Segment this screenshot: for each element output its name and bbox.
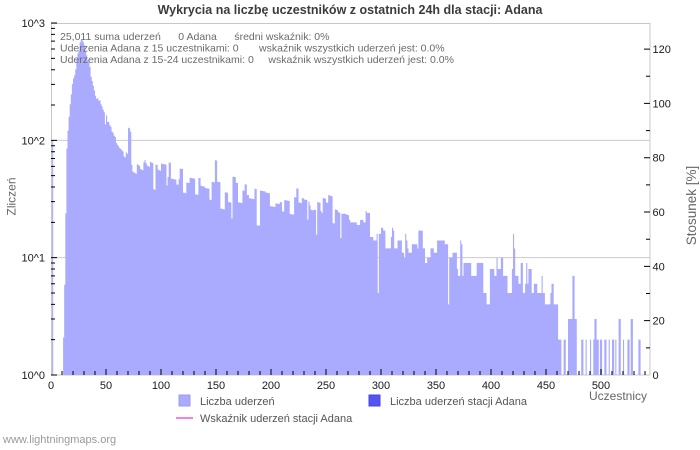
svg-text:Liczba uderzeń: Liczba uderzeń: [200, 396, 275, 408]
svg-text:250: 250: [317, 380, 335, 392]
svg-text:100: 100: [653, 98, 671, 110]
svg-text:10^0: 10^0: [21, 370, 45, 382]
svg-text:www.lightningmaps.org: www.lightningmaps.org: [2, 434, 116, 446]
svg-text:40: 40: [653, 261, 665, 273]
svg-text:Wykrycia na liczbę uczestników: Wykrycia na liczbę uczestników z ostatni…: [158, 3, 544, 17]
svg-text:0: 0: [48, 380, 54, 392]
svg-text:450: 450: [537, 380, 555, 392]
svg-text:Uderzenia Adana z 15 uczestnik: Uderzenia Adana z 15 uczestnikami: 0 wsk…: [60, 43, 445, 55]
svg-text:400: 400: [482, 380, 500, 392]
svg-text:80: 80: [653, 153, 665, 165]
svg-text:0: 0: [653, 370, 659, 382]
svg-text:60: 60: [653, 207, 665, 219]
svg-text:Uczestnicy: Uczestnicy: [589, 389, 647, 403]
svg-text:25,011 suma uderzeń 0 Ada: 25,011 suma uderzeń 0 Adana średni wskaź…: [60, 31, 329, 43]
svg-text:Wskaźnik uderzeń stacji Adana: Wskaźnik uderzeń stacji Adana: [200, 413, 353, 425]
svg-text:Uderzenia Adana z 15-24 uczest: Uderzenia Adana z 15-24 uczestnikami: 0 …: [60, 54, 454, 66]
svg-text:350: 350: [427, 380, 445, 392]
svg-text:Stosunek [%]: Stosunek [%]: [684, 166, 699, 246]
svg-text:300: 300: [372, 380, 390, 392]
svg-text:Zliczeń: Zliczeń: [5, 177, 19, 215]
svg-text:120: 120: [653, 44, 671, 56]
svg-text:10^2: 10^2: [21, 135, 45, 147]
svg-text:500: 500: [592, 380, 610, 392]
svg-text:200: 200: [262, 380, 280, 392]
svg-text:Liczba uderzeń stacji Adana: Liczba uderzeń stacji Adana: [390, 396, 528, 408]
svg-text:50: 50: [100, 380, 112, 392]
svg-text:10^3: 10^3: [21, 18, 45, 30]
svg-text:20: 20: [653, 316, 665, 328]
svg-text:100: 100: [152, 380, 170, 392]
svg-text:150: 150: [207, 380, 225, 392]
svg-text:10^1: 10^1: [21, 253, 45, 265]
